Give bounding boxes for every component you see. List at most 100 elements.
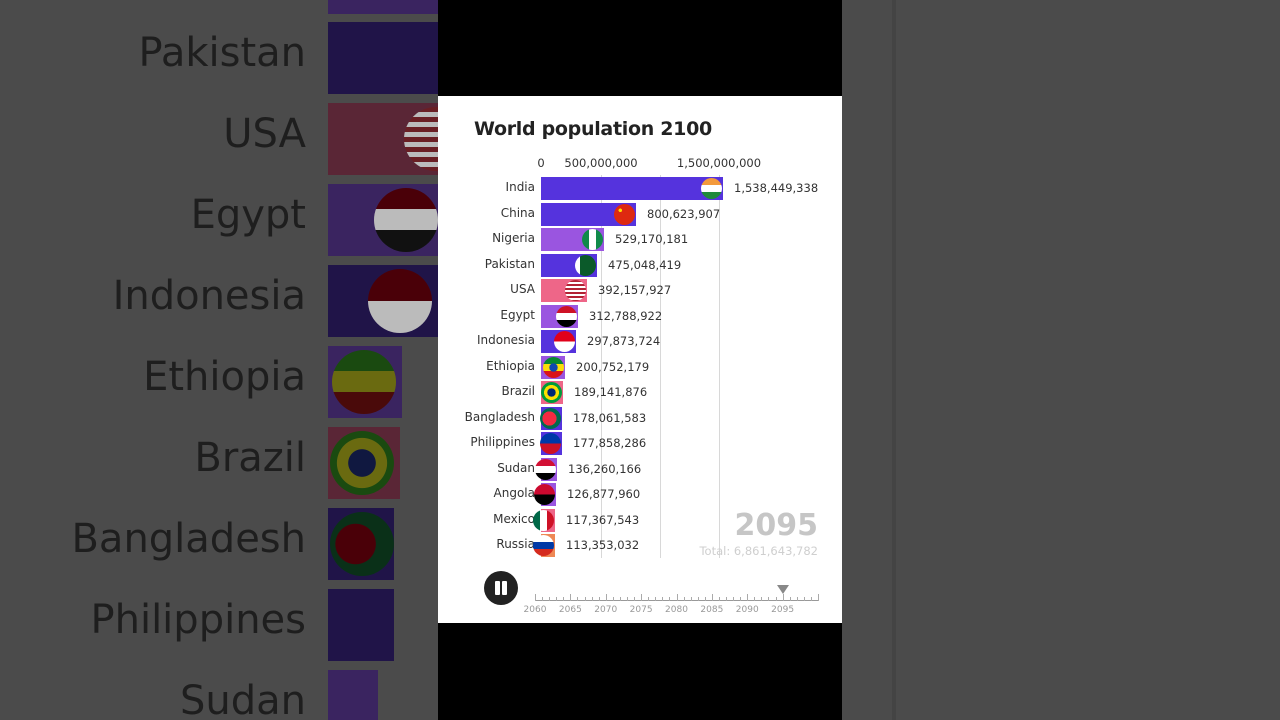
bg-bar xyxy=(328,670,378,720)
timeline-label: 2075 xyxy=(629,605,653,615)
pause-button[interactable] xyxy=(484,571,518,605)
bar-row-ethiopia: Ethiopia 200,752,179 xyxy=(438,355,842,380)
timeline-tick xyxy=(563,597,565,601)
mexico-flag-icon xyxy=(533,509,554,531)
timeline-tick xyxy=(810,597,812,601)
bar-row-philippines: Philippines 177,858,286 xyxy=(438,432,842,456)
timeline-tick xyxy=(626,597,628,601)
bar-label: USA xyxy=(510,282,535,296)
chart-title: World population 2100 xyxy=(474,118,712,140)
bar-value: 178,061,583 xyxy=(573,410,647,425)
bar-value: 136,260,166 xyxy=(568,461,642,476)
timeline-tick xyxy=(549,597,551,601)
gridline xyxy=(719,175,720,558)
timeline-tick xyxy=(535,594,536,601)
bar-label: Bangladesh xyxy=(464,409,535,424)
timeline-tick xyxy=(775,597,777,601)
timeline-label: 2090 xyxy=(735,605,759,615)
bg-row: Pakistan xyxy=(0,22,438,94)
bar-label: Brazil xyxy=(501,384,536,398)
blurred-background-right xyxy=(842,0,1280,720)
timeline-label: 2095 xyxy=(771,605,795,615)
bar-label: Mexico xyxy=(493,511,535,526)
bangladesh-flag-icon xyxy=(330,512,394,576)
background-divider xyxy=(892,0,896,720)
timeline-tick xyxy=(655,597,657,601)
timeline-tick xyxy=(711,594,713,601)
gridline xyxy=(601,175,602,558)
timeline-tick xyxy=(577,597,579,601)
bar-row-china: China 800,623,907 xyxy=(438,202,842,227)
timeline-tick xyxy=(796,597,798,601)
bg-label: USA xyxy=(223,111,306,157)
brazil-flag-icon xyxy=(330,431,394,495)
timeline-handle[interactable] xyxy=(776,585,789,594)
bar-label: China xyxy=(500,205,535,220)
letterbox-bottom xyxy=(438,623,842,720)
brazil-flag-icon xyxy=(541,382,562,403)
bar-value: 126,877,960 xyxy=(567,487,641,501)
bg-label: Ethiopia xyxy=(143,354,306,400)
bg-row: Brazil xyxy=(0,427,438,499)
timeline-tick xyxy=(740,597,742,601)
bg-row: USA xyxy=(0,103,438,175)
timeline-tick xyxy=(761,597,763,601)
timeline-tick xyxy=(803,597,805,601)
bar-value: 297,873,724 xyxy=(587,334,661,348)
bar-row-pakistan: Pakistan 475,048,419 xyxy=(438,253,842,278)
bg-label: Philippines xyxy=(90,597,306,643)
bar-row-bangladesh: Bangladesh 178,061,583 xyxy=(438,406,842,431)
timeline-tick xyxy=(584,597,586,601)
bar-label: Angola xyxy=(493,486,535,500)
timeline-tick xyxy=(697,597,699,601)
x-tick-label: 0 xyxy=(537,156,545,170)
angola-flag-icon xyxy=(534,484,555,505)
timeline-tick xyxy=(605,594,607,601)
timeline-tick xyxy=(754,597,756,601)
bar-value: 392,157,927 xyxy=(598,283,672,297)
russia-flag-icon xyxy=(533,535,554,556)
bar-row-russia: Russia 113,353,032 xyxy=(438,534,842,558)
bar-value: 529,170,181 xyxy=(615,232,689,246)
timeline-tick xyxy=(570,594,572,601)
egypt-flag-icon xyxy=(374,188,438,252)
bar-value: 177,858,286 xyxy=(573,436,647,450)
bar-row-angola: Angola 126,877,960 xyxy=(438,483,842,507)
pause-icon xyxy=(495,581,500,595)
bar-label: Nigeria xyxy=(492,231,535,245)
timeline-label: 2070 xyxy=(594,605,618,615)
bar-label: Sudan xyxy=(497,460,535,475)
china-flag-icon xyxy=(614,203,635,225)
total-population: Total: 6,861,643,782 xyxy=(699,544,818,558)
bar-label: Egypt xyxy=(500,307,535,322)
timeline-tick xyxy=(612,597,614,601)
timeline-tick xyxy=(591,597,593,601)
timeline-slider[interactable]: 2060 2065 2070 2075 2080 2085 2090 2095 xyxy=(524,585,819,622)
chart-panel: World population 2100 0 500,000,000 1,50… xyxy=(438,96,842,623)
pakistan-flag-icon xyxy=(575,254,596,276)
timeline-tick xyxy=(782,594,784,601)
bg-label: Egypt xyxy=(190,192,306,238)
indonesia-flag-icon xyxy=(554,331,575,352)
bar-row-india: India 1,538,449,338 xyxy=(438,177,842,201)
bg-label: Sudan xyxy=(180,678,306,720)
timeline-tick xyxy=(789,597,791,601)
timeline-tick xyxy=(619,597,621,601)
bar-row-egypt: Egypt 312,788,922 xyxy=(438,304,842,329)
current-year: 2095 xyxy=(734,508,819,543)
blurred-background-left: Pakistan USA Egypt Indonesia Ethiopia Br… xyxy=(0,0,438,720)
bar-label: Philippines xyxy=(470,435,535,449)
bar-row-nigeria: Nigeria 529,170,181 xyxy=(438,228,842,252)
bar-row-brazil: Brazil 189,141,876 xyxy=(438,381,842,405)
timeline-tick xyxy=(747,594,749,601)
bg-bar xyxy=(328,22,438,94)
bangladesh-flag-icon xyxy=(540,407,561,429)
letterbox-top xyxy=(438,0,842,96)
bar-value: 113,353,032 xyxy=(566,538,640,552)
timeline-label: 2065 xyxy=(558,605,582,615)
bar-value: 475,048,419 xyxy=(608,257,682,272)
bar-row-usa: USA 392,157,927 xyxy=(438,279,842,303)
timeline-label: 2085 xyxy=(700,605,724,615)
timeline-tick xyxy=(704,597,706,601)
